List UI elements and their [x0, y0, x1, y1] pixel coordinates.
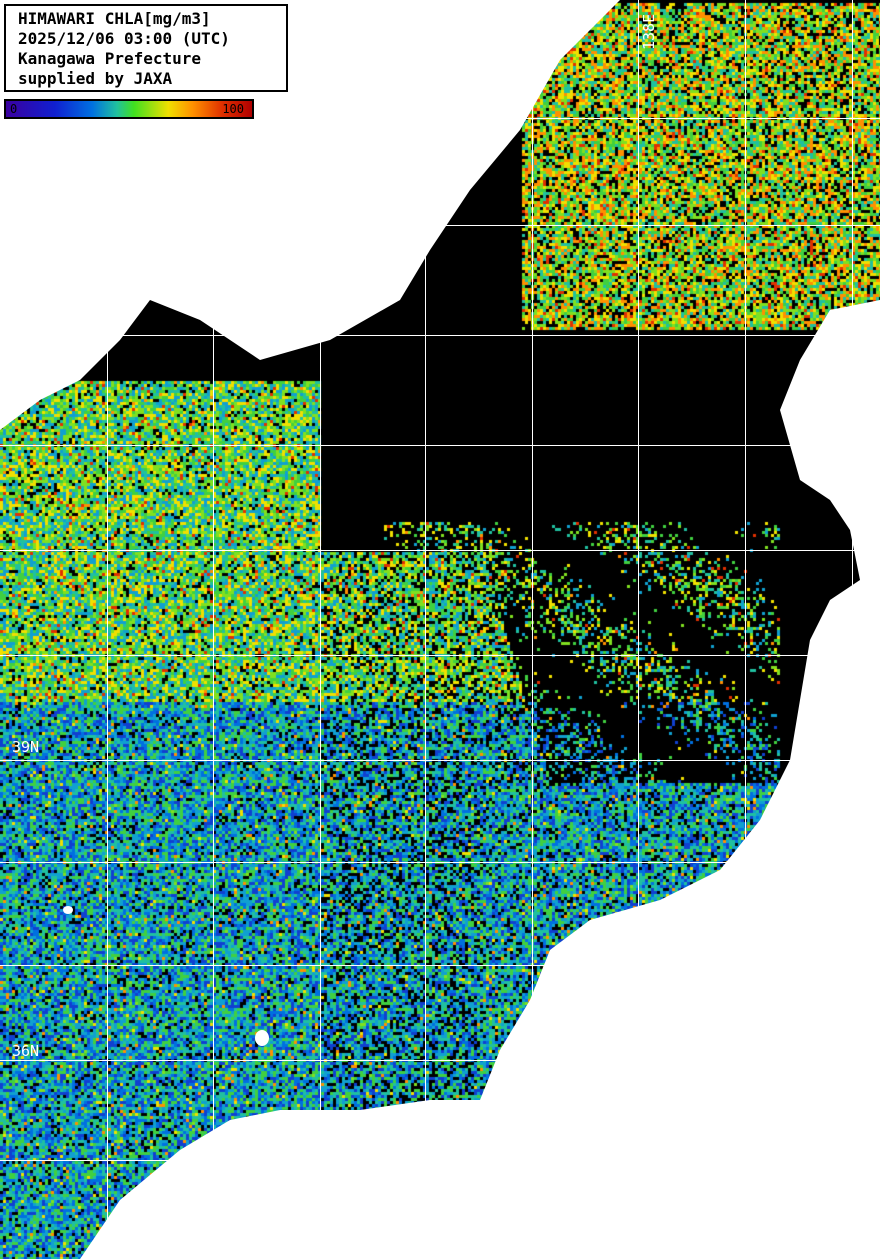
meridian-line: [638, 0, 639, 1259]
parallel-line: [0, 118, 880, 119]
meridian-line: [745, 0, 746, 1259]
latitude-label-lower: 36N: [12, 1042, 40, 1060]
colorbar: 0 100: [4, 99, 254, 119]
meridian-line: [852, 0, 853, 1259]
parallel-line: [0, 862, 880, 863]
title-region: Kanagawa Prefecture: [18, 49, 202, 68]
colorbar-max-label: 100: [222, 102, 244, 116]
parallel-line: [0, 1060, 880, 1061]
meridian-line: [532, 0, 533, 1259]
parallel-line: [0, 760, 880, 761]
longitude-label: 138E: [640, 13, 658, 50]
title-product: HIMAWARI CHLA[mg/m3]: [18, 9, 211, 28]
meridian-line: [213, 0, 214, 1259]
land-east-peninsula: [80, 300, 880, 1259]
title-credit: supplied by JAXA: [18, 69, 173, 88]
latitude-label-upper: 39N: [12, 738, 40, 756]
small-island: [63, 906, 73, 914]
parallel-line: [0, 655, 880, 656]
parallel-line: [0, 550, 880, 551]
title-box: HIMAWARI CHLA[mg/m3] 2025/12/06 03:00 (U…: [4, 4, 288, 92]
parallel-line: [0, 445, 880, 446]
parallel-line: [0, 1160, 880, 1161]
parallel-line: [0, 335, 880, 336]
colorbar-min-label: 0: [10, 102, 18, 116]
meridian-line: [425, 0, 426, 1259]
parallel-line: [0, 965, 880, 966]
land-island: [840, 1080, 880, 1259]
small-island: [255, 1030, 269, 1046]
title-datetime: 2025/12/06 03:00 (UTC): [18, 29, 230, 48]
meridian-line: [107, 0, 108, 1259]
meridian-line: [320, 0, 321, 1259]
parallel-line: [0, 225, 880, 226]
